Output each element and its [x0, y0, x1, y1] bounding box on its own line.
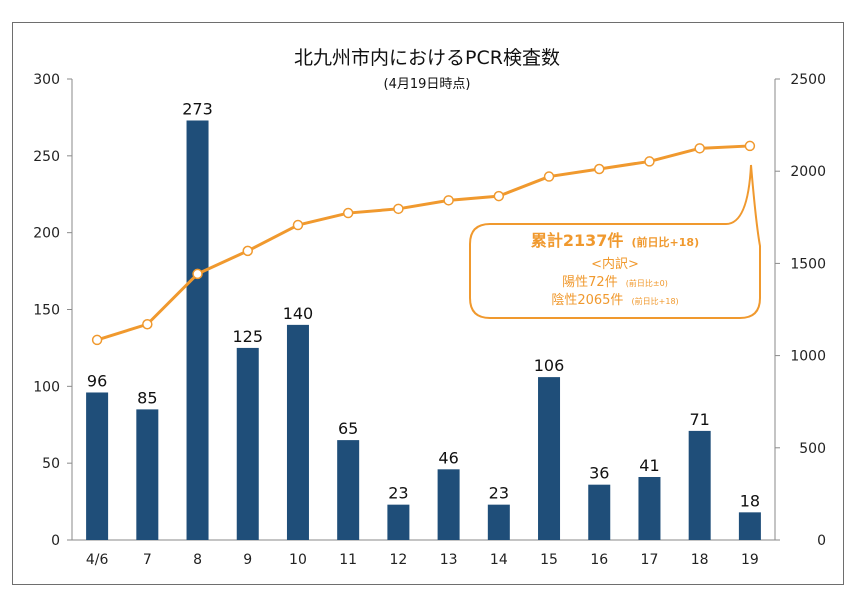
bar [538, 377, 561, 540]
bar-data-label: 36 [589, 464, 609, 483]
chart-title: 北九州市内におけるPCR検査数 [294, 47, 560, 69]
x-tick-label: 16 [590, 552, 608, 568]
line-point [543, 171, 555, 182]
bar-data-label: 125 [232, 327, 263, 346]
callout-positive-line: 陽性72件 (前日比±0) [562, 271, 668, 290]
left-tick-label: 50 [42, 456, 60, 472]
bar [638, 476, 661, 540]
line-point [91, 334, 103, 346]
line-point [694, 143, 705, 154]
bar [387, 504, 410, 540]
x-tick-label: 14 [490, 552, 508, 568]
x-tick-label: 12 [389, 552, 407, 568]
bar-data-label: 71 [689, 410, 709, 429]
callout-negative: 陰性2065件 [551, 293, 623, 308]
left-tick-label: 250 [33, 149, 60, 165]
line-point [292, 219, 304, 231]
right-tick-label: 1500 [790, 256, 826, 272]
line-series [91, 140, 756, 346]
bar-data-label: 18 [740, 491, 760, 510]
x-tick-label: 13 [440, 552, 458, 568]
left-tick-label: 0 [51, 533, 60, 549]
right-tick-label: 0 [817, 533, 826, 549]
bar-data-label: 85 [137, 388, 157, 407]
x-tick-label: 15 [540, 552, 558, 568]
right-tick-label: 1000 [790, 349, 826, 365]
left-tick-label: 150 [33, 303, 60, 319]
line-point [594, 163, 605, 175]
bar [86, 392, 109, 540]
callout-positive: 陽性72件 [562, 275, 618, 290]
bar [136, 409, 159, 540]
line-point [443, 195, 454, 206]
axes: 0 50 100 150 200 250 300 0 500 1000 1500 2000 2500 4/… [33, 72, 826, 568]
line-point [192, 268, 203, 280]
bar [337, 440, 360, 540]
line-point [744, 140, 756, 152]
bar [286, 324, 309, 540]
callout-positive-note: (前日比±0) [626, 278, 668, 288]
left-tick-label: 100 [33, 379, 60, 395]
callout-negative-line: 陰性2065件 (前日比+18) [551, 289, 678, 308]
bar [588, 484, 611, 540]
right-tick-label: 2500 [790, 72, 826, 88]
bar-data-label: 65 [338, 419, 358, 438]
line-point [342, 207, 354, 219]
bar-data-label: 23 [388, 484, 408, 503]
left-tick-label: 300 [33, 72, 60, 88]
callout-negative-note: (前日比+18) [632, 296, 679, 306]
callout-total: 累計2137件 [531, 231, 624, 250]
callout-breakdown-title: <内訳> [591, 256, 639, 272]
bar-data-label: 41 [639, 456, 659, 475]
x-tick-label: 11 [339, 552, 357, 568]
left-tick-label: 200 [33, 226, 60, 242]
callout-main-line: 累計2137件 (前日比+18) [531, 231, 699, 250]
chart-frame [12, 22, 844, 585]
x-tick-label: 10 [289, 552, 307, 568]
bar [186, 120, 209, 541]
line-point [644, 156, 655, 167]
bar-data-label: 273 [182, 99, 213, 118]
bar [738, 512, 761, 540]
x-tick-label: 9 [243, 552, 252, 568]
x-tick-label: 17 [641, 552, 659, 568]
x-tick-label: 7 [143, 552, 152, 568]
right-tick-label: 2000 [790, 164, 826, 180]
x-tick-label: 18 [691, 552, 709, 568]
bar-data-label: 23 [489, 484, 509, 503]
x-tick-label: 19 [741, 552, 759, 568]
callout-box [469, 164, 761, 319]
cumulative-line [96, 144, 750, 342]
bar-data-label: 96 [87, 371, 107, 390]
line-point [393, 203, 404, 215]
x-tick-label: 4/6 [86, 552, 109, 568]
x-tick-label: 8 [193, 552, 202, 568]
chart-subtitle: (4月19日時点) [384, 77, 471, 92]
bar-data-label: 140 [283, 304, 314, 323]
right-tick-label: 500 [799, 441, 826, 457]
bar [236, 347, 259, 540]
bar [487, 504, 510, 540]
bar [688, 430, 711, 540]
bar-data-label: 106 [534, 356, 565, 375]
line-point [142, 319, 153, 330]
bar-data-label: 46 [438, 448, 458, 467]
line-point [242, 245, 253, 257]
bar-series: 96 85 273 125 140 65 23 46 23 106 36 41 71 18 [86, 99, 761, 541]
callout-total-note: (前日比+18) [632, 235, 700, 249]
callout: 累計2137件 (前日比+18) <内訳> 陽性72件 (前日比±0) 陰性20… [469, 164, 761, 319]
line-point [493, 190, 505, 202]
bar [437, 469, 460, 540]
